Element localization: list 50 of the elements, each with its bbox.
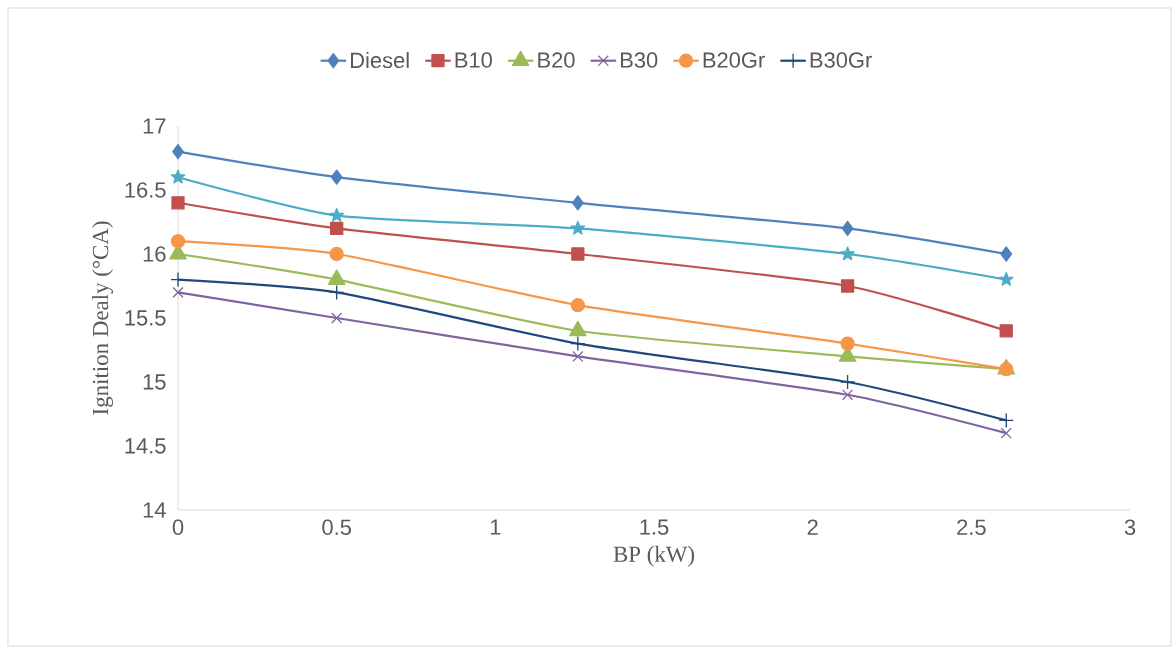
x-tick-label: 0.5 xyxy=(322,519,351,536)
point xyxy=(571,195,584,211)
x-tick-label: 1.5 xyxy=(640,519,669,535)
point xyxy=(998,271,1014,286)
point xyxy=(329,246,344,262)
point xyxy=(840,246,855,261)
legend-label: B30Gr xyxy=(810,52,872,68)
x-axis-title: BP (kW) xyxy=(613,545,695,567)
y-tick-label: 16 xyxy=(143,246,166,262)
point xyxy=(1000,246,1013,262)
point xyxy=(841,220,854,237)
point xyxy=(572,350,584,362)
x-tick-label: 3 xyxy=(1124,519,1136,536)
point xyxy=(570,335,586,352)
point xyxy=(1000,427,1012,439)
legend-label: B30 xyxy=(621,52,658,68)
y-tick-label: 15 xyxy=(143,374,166,390)
point xyxy=(840,336,855,351)
point xyxy=(998,412,1014,429)
x-tick-label: 2 xyxy=(807,519,818,535)
legend-label: B20 xyxy=(538,52,575,68)
point xyxy=(840,279,855,293)
y-tick-label: 14.5 xyxy=(125,438,166,454)
point xyxy=(329,207,344,222)
point xyxy=(172,143,184,160)
point xyxy=(330,169,343,185)
x-tick-label: 0 xyxy=(172,519,184,536)
point xyxy=(839,374,856,390)
y-tick-label: 15.5 xyxy=(125,310,166,326)
y-tick-label: 17 xyxy=(143,118,166,134)
point xyxy=(170,234,186,249)
y-axis-title: Ignition Dealy (°CA) xyxy=(92,221,113,415)
point xyxy=(570,220,586,235)
point xyxy=(330,221,344,236)
x-tick-label: 2.5 xyxy=(957,519,986,536)
point xyxy=(170,169,186,184)
legend-label: B20Gr xyxy=(703,52,765,68)
point xyxy=(841,389,854,401)
point xyxy=(172,286,184,298)
legend-label: B10 xyxy=(455,52,492,68)
x-tick-label: 1 xyxy=(490,519,501,535)
point xyxy=(329,284,345,301)
point xyxy=(571,247,585,261)
y-tick-label: 16.5 xyxy=(125,182,166,198)
y-tick-label: 14 xyxy=(143,502,166,518)
point xyxy=(331,312,343,324)
point xyxy=(570,298,585,313)
point xyxy=(171,196,185,210)
legend-label: Diesel xyxy=(351,52,409,69)
point xyxy=(999,324,1013,338)
